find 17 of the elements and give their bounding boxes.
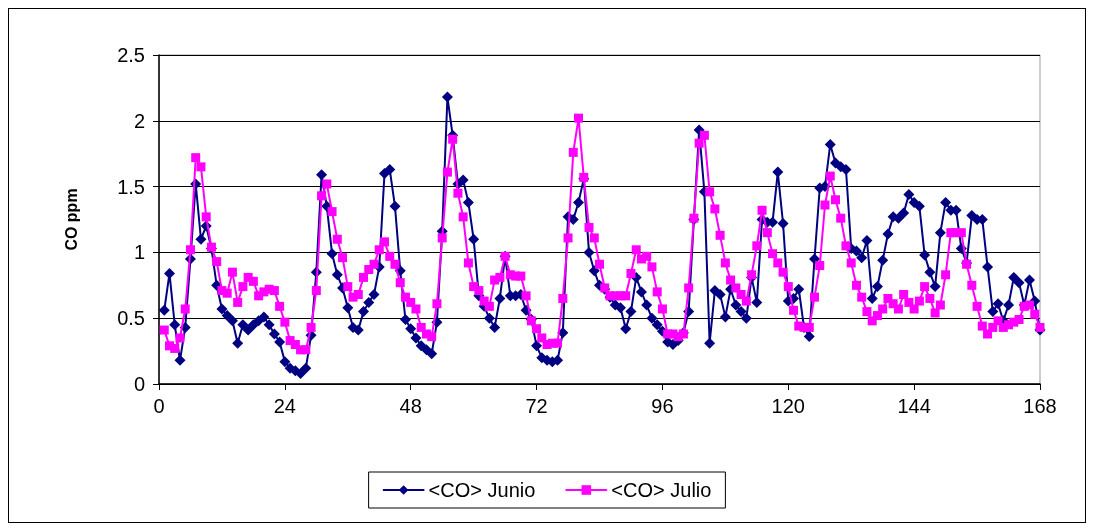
- x-tick-label: 168: [1023, 395, 1057, 417]
- x-tick-label: 48: [399, 395, 422, 417]
- y-tick-label: 2: [133, 109, 145, 132]
- x-tick-label: 0: [153, 395, 165, 417]
- x-tick-label: 96: [651, 395, 674, 417]
- legend-label: <CO> Junio: [428, 479, 536, 501]
- x-tick-label: 24: [273, 395, 296, 417]
- y-tick-label: 1: [133, 241, 145, 264]
- x-tick-label: 144: [897, 395, 931, 417]
- legend-label: <CO> Julio: [611, 479, 712, 501]
- x-tick-label: 120: [771, 395, 805, 417]
- y-tick-label: 0: [133, 373, 145, 395]
- y-tick-label: 2.5: [117, 44, 145, 66]
- y-tick-label: 0.5: [117, 307, 145, 330]
- y-axis-title: CO ppm: [62, 188, 80, 251]
- y-tick-label: 1.5: [117, 175, 145, 198]
- x-tick-label: 72: [525, 395, 548, 417]
